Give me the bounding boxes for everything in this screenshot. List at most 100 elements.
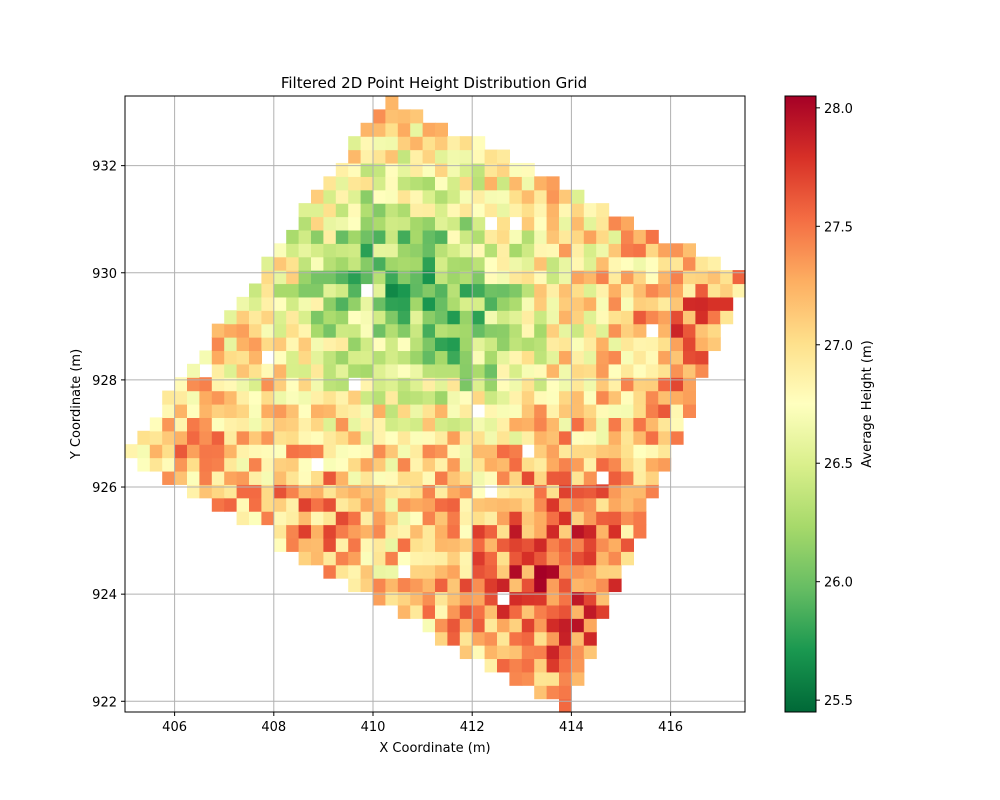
heatmap-cell	[608, 323, 622, 338]
heatmap-cell	[360, 256, 374, 271]
heatmap-cell	[534, 337, 548, 352]
heatmap-cell	[385, 310, 399, 325]
heatmap-cell	[224, 377, 238, 392]
heatmap-cell	[459, 363, 473, 378]
heatmap-cell	[559, 658, 572, 673]
heatmap-cell	[583, 430, 597, 445]
heatmap-cell	[422, 229, 436, 244]
heatmap-cell	[621, 551, 634, 566]
heatmap-cell	[335, 283, 349, 298]
heatmap-cell	[360, 122, 374, 137]
heatmap-cell	[373, 136, 386, 151]
heatmap-cell	[497, 537, 510, 552]
heatmap-cell	[435, 470, 448, 485]
heatmap-cell	[422, 430, 436, 445]
heatmap-cell	[298, 457, 312, 472]
heatmap-cell	[385, 283, 399, 298]
heatmap-cell	[447, 283, 461, 298]
heatmap-cell	[521, 337, 535, 352]
heatmap-cell	[447, 256, 461, 271]
heatmap-cell	[373, 149, 386, 164]
heatmap-cell	[187, 430, 200, 445]
heatmap-cell	[509, 645, 523, 660]
heatmap-cell	[571, 511, 585, 526]
heatmap-cell	[559, 189, 572, 204]
heatmap-cell	[645, 457, 659, 472]
heatmap-cell	[683, 256, 696, 271]
heatmap-cell	[447, 176, 461, 191]
heatmap-cell	[323, 537, 337, 552]
heatmap-cell	[249, 283, 262, 298]
heatmap-cell	[596, 283, 610, 298]
heatmap-cell	[410, 296, 424, 311]
heatmap-cell	[645, 390, 659, 405]
heatmap-cell	[261, 323, 275, 338]
heatmap-cell	[559, 551, 572, 566]
heatmap-cell	[633, 350, 647, 365]
heatmap-cell	[447, 631, 461, 646]
heatmap-cell	[583, 229, 597, 244]
heatmap-cell	[137, 444, 151, 459]
heatmap-cell	[422, 296, 436, 311]
heatmap-cell	[385, 578, 399, 593]
heatmap-cell	[497, 189, 510, 204]
heatmap-cell	[521, 176, 535, 191]
heatmap-cell	[410, 551, 424, 566]
heatmap-cell	[410, 417, 424, 432]
heatmap-cell	[373, 296, 386, 311]
heatmap-cell	[459, 631, 473, 646]
heatmap-cell	[559, 671, 572, 686]
heatmap-cell	[732, 270, 746, 285]
heatmap-cell	[410, 350, 424, 365]
heatmap-cell	[311, 296, 324, 311]
heatmap-cell	[658, 323, 672, 338]
heatmap-cell	[373, 310, 386, 325]
heatmap-cell	[670, 310, 684, 325]
heatmap-cell	[373, 444, 386, 459]
heatmap-cell	[435, 136, 448, 151]
heatmap-cell	[459, 296, 473, 311]
heatmap-cell	[459, 578, 473, 593]
heatmap-cell	[546, 176, 560, 191]
heatmap-cell	[645, 470, 659, 485]
heatmap-cell	[571, 645, 585, 660]
heatmap-cell	[174, 430, 188, 445]
heatmap-cell	[521, 470, 535, 485]
heatmap-cell	[497, 578, 510, 593]
heatmap-cell	[484, 564, 498, 579]
heatmap-cell	[509, 296, 523, 311]
heatmap-cell	[571, 591, 585, 606]
heatmap-cell	[435, 551, 448, 566]
heatmap-cell	[534, 658, 548, 673]
heatmap-cell	[621, 470, 634, 485]
heatmap-cell	[683, 323, 696, 338]
heatmap-cell	[335, 229, 349, 244]
heatmap-cell	[621, 296, 634, 311]
heatmap-cell	[298, 484, 312, 499]
heatmap-cell	[472, 645, 486, 660]
heatmap-cell	[422, 203, 436, 218]
heatmap-cell	[521, 310, 535, 325]
heatmap-cell	[211, 337, 225, 352]
heatmap-cell	[596, 551, 610, 566]
heatmap-cell	[360, 497, 374, 512]
heatmap-cell	[559, 645, 572, 660]
heatmap-cell	[707, 256, 721, 271]
heatmap-cell	[596, 363, 610, 378]
heatmap-cell	[385, 109, 399, 124]
heatmap-cell	[335, 417, 349, 432]
heatmap-cell	[410, 337, 424, 352]
heatmap-cell	[286, 497, 300, 512]
heatmap-cell	[410, 310, 424, 325]
heatmap-cell	[596, 591, 610, 606]
heatmap-cell	[521, 404, 535, 418]
heatmap-cell	[509, 658, 523, 673]
heatmap-cell	[224, 430, 238, 445]
heatmap-cell	[521, 645, 535, 660]
heatmap-cell	[273, 243, 287, 258]
heatmap-cell	[348, 310, 362, 325]
heatmap-cell	[373, 283, 386, 298]
heatmap-cell	[596, 604, 610, 619]
heatmap-cell	[621, 216, 634, 231]
heatmap-cell	[199, 404, 213, 418]
